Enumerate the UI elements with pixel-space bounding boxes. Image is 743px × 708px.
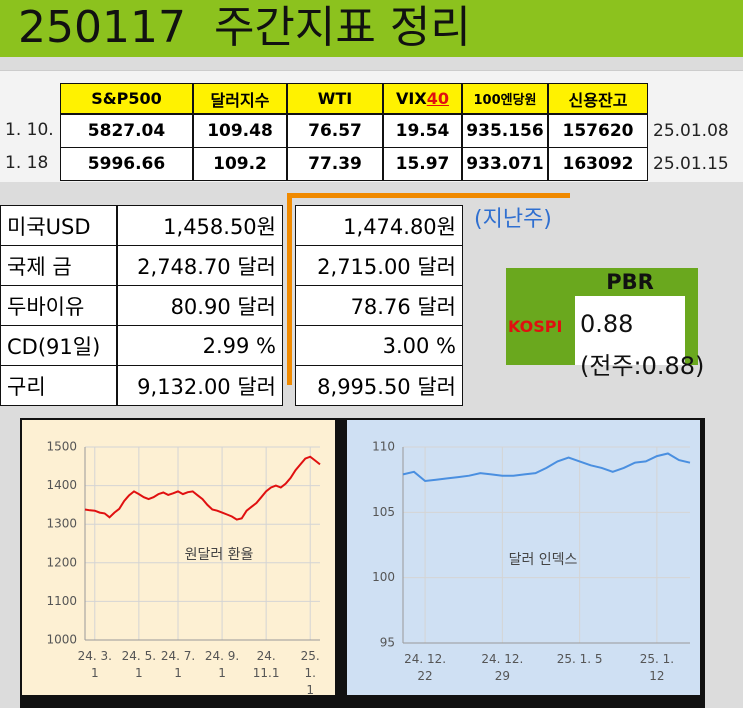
y-tick-label: 1400 (46, 478, 77, 492)
cell: 78.76 달러 (295, 285, 463, 326)
row-label: 1. 18 (5, 153, 49, 173)
x-tick-label: 24. 12. 29 (481, 652, 524, 683)
cell: 77.39 (287, 147, 383, 181)
title: 250117 주간지표 정리 (18, 2, 471, 53)
cell: 5996.66 (60, 147, 193, 181)
cell: 76.57 (287, 114, 383, 148)
x-tick-label: 24. 11.1 (252, 649, 280, 680)
cell: 935.156 (462, 114, 548, 148)
header-cell: WTI (287, 83, 383, 114)
title-banner (0, 0, 743, 57)
cell: 3.00 % (295, 325, 463, 366)
cell: 국제 금 (0, 245, 117, 286)
chart-svg: 95 100 105 110 달러 인덱스 (372, 440, 691, 650)
x-tick-label: 25. 1. 12 (639, 652, 675, 683)
x-tick-label: 24. 7. 1 (160, 649, 196, 680)
chart: 1000 1100 1200 1300 1400 1500 원달러 환율 24. 3. 1 24… (22, 420, 335, 697)
cell: 2,748.70 달러 (117, 245, 283, 286)
row-label: 1. 10. (5, 120, 54, 140)
cell: 19.54 (383, 114, 462, 148)
x-tick-label: 24. 5. 1 (121, 649, 157, 680)
y-tick-label: 105 (372, 505, 395, 519)
header-cell: 달러지수 (193, 83, 287, 114)
cell: 5827.04 (60, 114, 193, 148)
y-tick-label: 1100 (46, 594, 77, 608)
cell: 미국USD (0, 205, 117, 246)
cell: 구리 (0, 365, 117, 406)
annotation: 원달러 환율 (185, 547, 254, 563)
y-tick-label: 1500 (46, 440, 77, 454)
pbr-title: PBR (606, 270, 654, 294)
cell: CD(91일) (0, 325, 117, 366)
header-cell: 신용잔고 (548, 83, 648, 114)
divider (287, 193, 292, 385)
cell: 109.48 (193, 114, 287, 148)
pbr-value-box (575, 296, 685, 365)
header-accent: 40 (426, 89, 449, 108)
cell: 1,458.50원 (117, 205, 283, 246)
cell: 2.99 % (117, 325, 283, 366)
divider (287, 193, 570, 198)
chart-svg: 1000 1100 1200 1300 1400 1500 원달러 환율 (46, 440, 321, 647)
header-text: VIX (396, 89, 427, 108)
cell: 933.071 (462, 147, 548, 181)
y-tick-label: 95 (380, 636, 395, 650)
row-date: 25.01.08 (653, 121, 729, 141)
y-tick-label: 110 (372, 440, 395, 454)
cell: 163092 (548, 147, 648, 181)
cell: 109.2 (193, 147, 287, 181)
header-cell: S&P500 (60, 83, 193, 114)
cell: 8,995.50 달러 (295, 365, 463, 406)
header-cell: 100엔당원 (462, 83, 548, 114)
cell: 9,132.00 달러 (117, 365, 283, 406)
cell: 157620 (548, 114, 648, 148)
y-tick-label: 1000 (46, 633, 77, 647)
row-date: 25.01.15 (653, 154, 729, 174)
data-line (84, 455, 321, 521)
header-cell: VIX 40 (383, 83, 462, 114)
pbr-previous: (전주:0.88) (580, 352, 705, 380)
y-tick-label: 1200 (46, 555, 77, 569)
pbr-label: KOSPI (508, 317, 563, 336)
cell: 15.97 (383, 147, 462, 181)
x-tick-label: 25. 1. 5 (556, 652, 603, 666)
pbr-value: 0.88 (580, 310, 634, 338)
annotation: 달러 인덱스 (509, 552, 578, 568)
cell: 두바이유 (0, 285, 117, 326)
cell: 1,474.80원 (295, 205, 463, 246)
x-tick-label: 25. 1. 1 (300, 649, 320, 697)
chart: 95 100 105 110 달러 인덱스 24. 12. 22 24. 12. 29 25.… (347, 420, 700, 695)
data-line (402, 452, 691, 483)
cell: 80.90 달러 (117, 285, 283, 326)
x-tick-label: 24. 3. 1 (77, 649, 112, 680)
cell: 2,715.00 달러 (295, 245, 463, 286)
x-tick-label: 24. 12. 22 (404, 652, 447, 683)
y-tick-label: 1300 (46, 517, 77, 531)
x-tick-label: 24. 9. 1 (204, 649, 240, 680)
y-tick-label: 100 (372, 570, 395, 584)
note: (지난주) (474, 207, 552, 232)
